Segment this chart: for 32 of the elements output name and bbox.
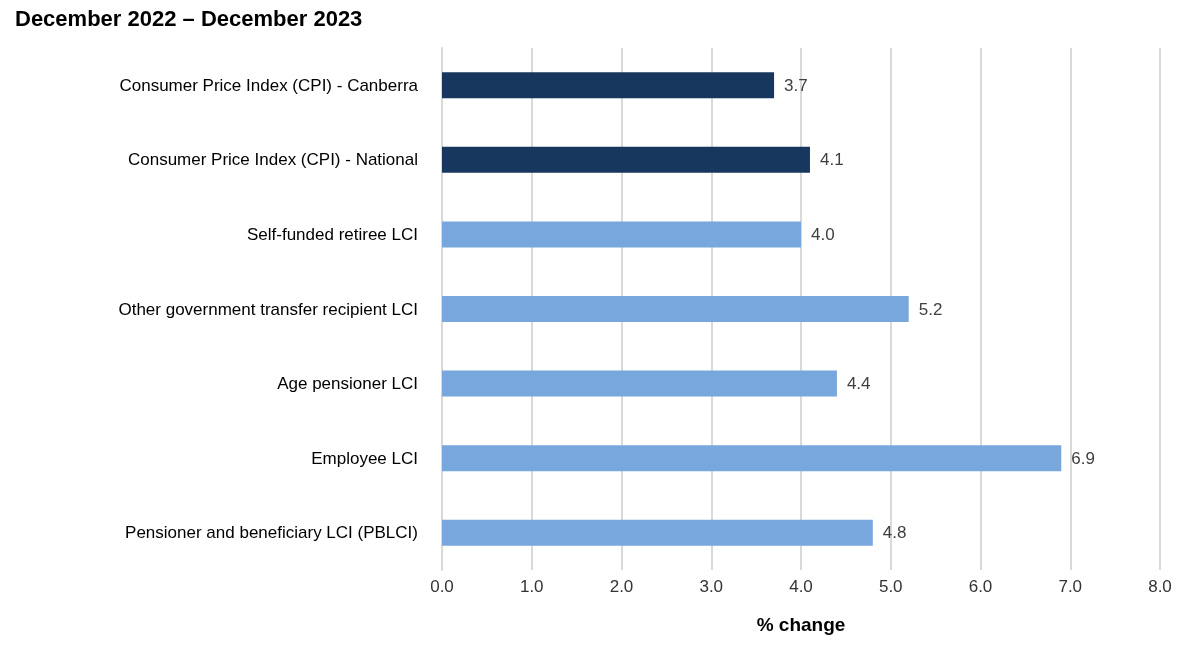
x-axis-title: % change (756, 614, 846, 635)
y-tick-label: Pensioner and beneficiary LCI (PBLCI) (125, 523, 418, 543)
y-tick-label: Consumer Price Index (CPI) - National (127, 150, 418, 170)
y-tick-label: Self-funded retiree LCI (246, 224, 418, 244)
x-tick-label: 5.0 (878, 577, 903, 596)
bar (442, 221, 801, 248)
y-tick-label: Age pensioner LCI (277, 374, 418, 394)
bar (442, 370, 837, 397)
x-tick-label: 1.0 (519, 577, 544, 596)
x-tick-label: 8.0 (1148, 577, 1172, 596)
bar (442, 296, 909, 322)
text: December 2022 – December 2023 (15, 5, 363, 31)
bar (442, 72, 775, 99)
x-tick-label: 7.0 (1058, 577, 1083, 596)
x-tick-label: 6.0 (968, 577, 993, 596)
y-tick-label: Consumer Price Index (CPI) - Canberra (119, 75, 419, 95)
data-label: 4.8 (882, 523, 907, 543)
y-tick-label: Other government transfer recipient LCI (118, 299, 418, 319)
data-label: 3.7 (784, 75, 808, 95)
x-tick-label: 2.0 (609, 577, 634, 596)
x-tick-label: 4.0 (789, 577, 813, 596)
bar (442, 445, 1062, 472)
data-label: 6.9 (1071, 448, 1095, 468)
data-label: 4.4 (846, 374, 871, 394)
data-label: 5.2 (918, 299, 943, 319)
x-tick-label: 3.0 (699, 577, 724, 596)
x-tick-label: 0.0 (430, 577, 454, 596)
data-label: 4.1 (819, 150, 844, 170)
y-tick-label: Employee LCI (311, 448, 418, 468)
bar (442, 146, 810, 173)
data-label: 4.0 (811, 224, 835, 244)
bar (442, 519, 873, 546)
